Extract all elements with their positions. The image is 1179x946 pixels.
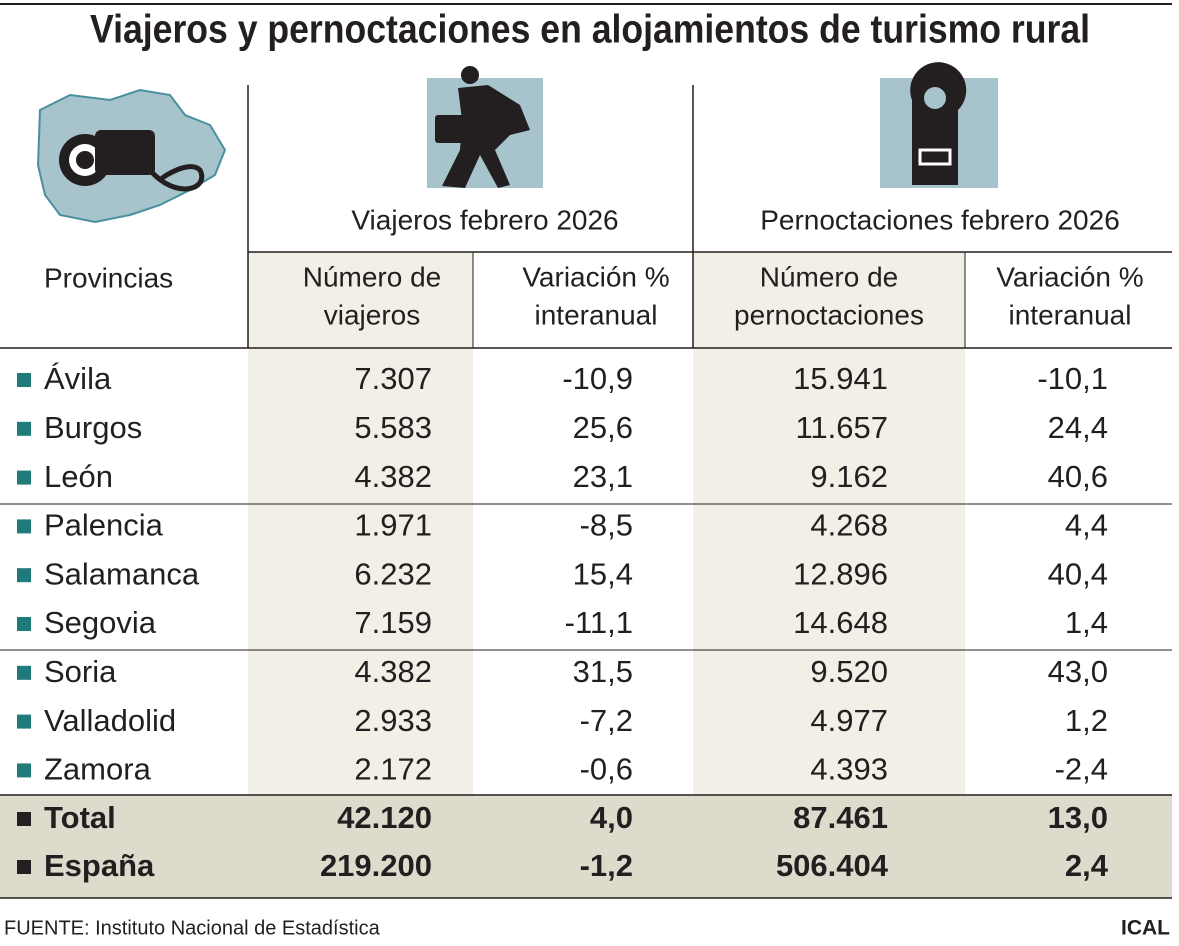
cell-value: 14.648 — [793, 605, 888, 640]
column-header: Variación % — [522, 261, 669, 292]
column-header: interanual — [1009, 299, 1132, 330]
cell-value: -8,5 — [580, 508, 633, 543]
row-label: Total — [44, 800, 116, 835]
row-label: Ávila — [44, 361, 112, 396]
cell-value: 5.583 — [354, 410, 432, 445]
bullet — [17, 421, 31, 436]
cell-value: -2,4 — [1055, 752, 1108, 787]
traveler-icon — [427, 66, 543, 188]
table-body: Número de viajeros Variación % interanual Nú… — [17, 261, 1144, 883]
cell-value: 42.120 — [337, 800, 432, 835]
cell-value: 7.307 — [354, 361, 432, 396]
row-label: España — [44, 848, 155, 883]
cell-value: 24,4 — [1048, 410, 1108, 445]
bullet — [17, 812, 31, 826]
cell-value: 15.941 — [793, 361, 888, 396]
bullet — [17, 519, 31, 534]
row-label: Valladolid — [44, 703, 176, 738]
cell-value: 219.200 — [320, 848, 432, 883]
bullet — [17, 568, 31, 583]
cell-value: 7.159 — [354, 605, 432, 640]
row-label: Soria — [44, 654, 117, 689]
row-label: Palencia — [44, 508, 164, 543]
bullet — [17, 617, 31, 631]
cell-value: 87.461 — [793, 800, 888, 835]
cell-value: 12.896 — [793, 556, 888, 591]
cell-value: 2.933 — [354, 703, 432, 738]
bullet — [17, 470, 31, 485]
cell-value: 4,0 — [590, 800, 633, 835]
row-header: Provincias — [44, 262, 173, 293]
cell-value: 2,4 — [1065, 848, 1109, 883]
column-header: Variación % — [996, 261, 1143, 292]
map-icon — [36, 88, 227, 224]
cell-value: 9.520 — [810, 654, 888, 689]
cell-value: 6.232 — [354, 556, 432, 591]
column-shade — [693, 252, 965, 795]
cell-value: 13,0 — [1048, 800, 1108, 835]
totals-band — [0, 795, 1172, 898]
source: FUENTE: Instituto Nacional de Estadístic… — [4, 917, 381, 939]
brand: ICAL — [1121, 917, 1170, 940]
cell-value: -10,9 — [562, 361, 633, 396]
cell-value: 4.393 — [810, 752, 888, 787]
cell-value: 31,5 — [573, 654, 633, 689]
row-label: León — [44, 459, 113, 494]
cell-value: -7,2 — [580, 703, 633, 738]
bullet — [17, 763, 31, 778]
cell-value: 43,0 — [1048, 654, 1108, 689]
cell-value: 4,4 — [1065, 508, 1108, 543]
cell-value: 25,6 — [573, 410, 633, 445]
cell-value: 15,4 — [573, 556, 633, 591]
cell-value: 4.268 — [810, 508, 888, 543]
cell-value: 4.382 — [354, 459, 432, 494]
group-header: Pernoctaciones febrero 2026 — [760, 204, 1120, 235]
bullet — [17, 860, 31, 874]
cell-value: 11.657 — [795, 410, 888, 445]
row-label: Segovia — [44, 605, 157, 640]
column-header: viajeros — [324, 299, 420, 330]
column-header: pernoctaciones — [734, 299, 924, 330]
cell-value: 40,4 — [1048, 556, 1108, 591]
bullet — [17, 714, 31, 729]
title: Viajeros y pernoctaciones en alojamiento… — [90, 8, 1090, 52]
cell-value: -0,6 — [580, 752, 633, 787]
bullet — [17, 373, 31, 387]
column-shade — [248, 252, 473, 795]
door-hanger-icon — [880, 62, 998, 188]
cell-value: 1,2 — [1065, 703, 1108, 738]
cell-value: -11,1 — [565, 605, 633, 640]
cell-value: 9.162 — [810, 459, 888, 494]
cell-value: 1.971 — [354, 508, 432, 543]
column-header: Número de — [760, 261, 899, 292]
cell-value: 23,1 — [573, 459, 633, 494]
column-header: interanual — [535, 299, 658, 330]
cell-value: 4.382 — [354, 654, 432, 689]
column-header: Número de — [303, 261, 442, 292]
row-label: Zamora — [44, 752, 152, 787]
row-label: Salamanca — [44, 556, 200, 591]
cell-value: 4.977 — [810, 703, 888, 738]
row-label: Burgos — [44, 410, 142, 445]
bullet — [17, 665, 31, 680]
cell-value: -10,1 — [1037, 361, 1108, 396]
cell-value: 506.404 — [776, 848, 889, 883]
cell-value: 1,4 — [1065, 605, 1108, 640]
cell-value: 40,6 — [1048, 459, 1108, 494]
cell-value: 2.172 — [354, 752, 432, 787]
cell-value: -1,2 — [580, 848, 633, 883]
group-header: Viajeros febrero 2026 — [351, 204, 618, 235]
